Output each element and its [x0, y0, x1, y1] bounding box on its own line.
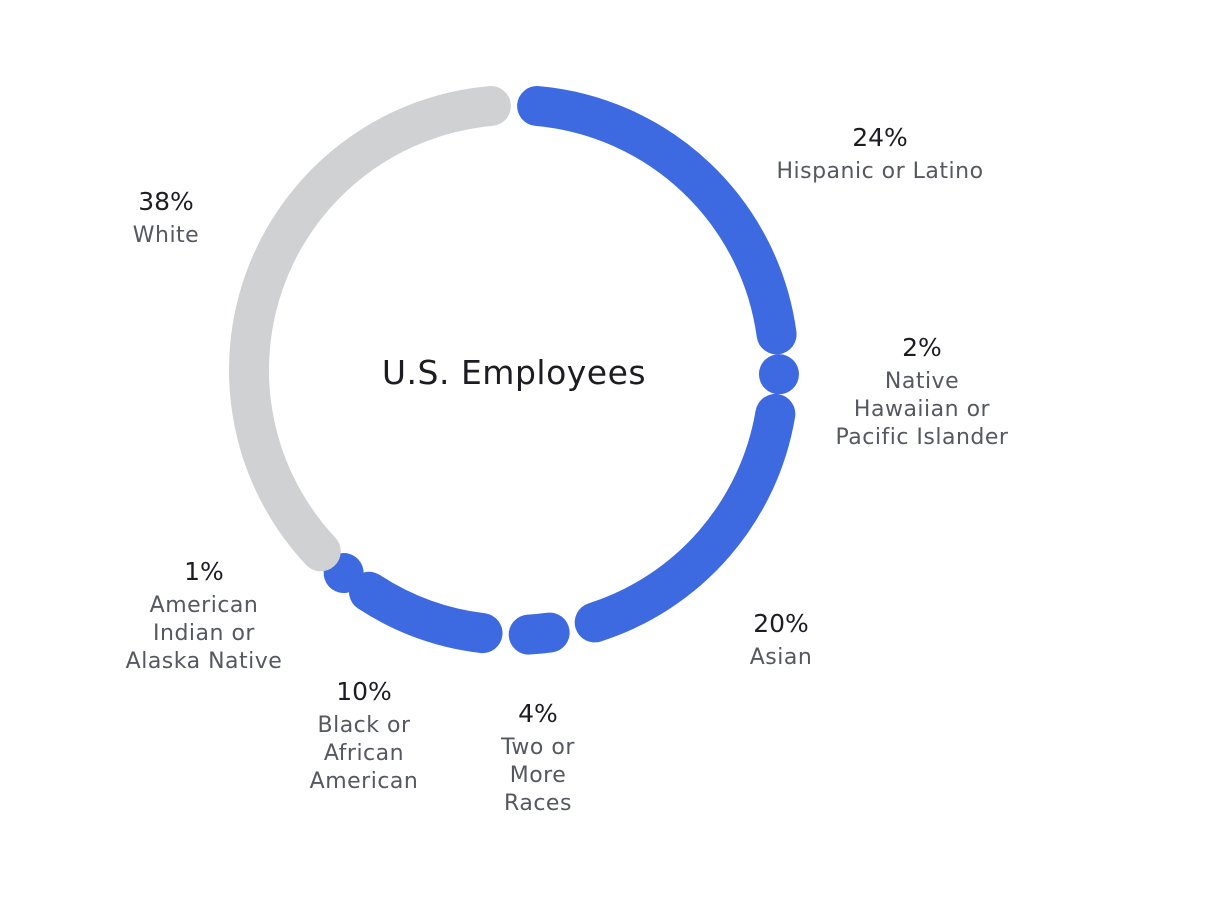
slice-category-label: White	[133, 223, 199, 248]
slice-category-label: Asian	[750, 645, 813, 670]
slice-label-two-or-more-races: 4% Two or More Races	[500, 699, 575, 816]
slice-category-label: American	[150, 593, 259, 618]
slice-category-label: Indian or	[153, 621, 255, 646]
slice-category-label: Native	[885, 369, 959, 394]
slice-category-label: Hawaiian or	[854, 397, 991, 422]
slice-label-american-indian-or-alaska-native: 1% American Indian or Alaska Native	[126, 557, 283, 674]
slice-percent: 4%	[518, 699, 558, 728]
slice-label-asian: 20% Asian	[750, 609, 813, 670]
donut-ring	[229, 86, 799, 655]
slice-category-label: Two or	[500, 735, 575, 760]
slice-two-or-more-races	[508, 612, 570, 655]
slice-asian	[574, 393, 796, 643]
slice-label-native-hawaiian-or-pacific-islander: 2% Native Hawaiian or Pacific Islander	[836, 333, 1009, 450]
slice-label-black-or-african-american: 10% Black or African American	[310, 677, 419, 794]
slice-category-label: Alaska Native	[126, 649, 283, 674]
slice-category-label: American	[310, 769, 419, 794]
slice-category-label: Hispanic or Latino	[776, 159, 983, 184]
slice-black-or-african-american	[348, 571, 503, 654]
slice-label-hispanic-or-latino: 24% Hispanic or Latino	[776, 123, 983, 184]
slice-percent: 2%	[902, 333, 942, 362]
slice-labels: 24% Hispanic or Latino 2% Native Hawaiian or…	[126, 123, 1009, 816]
slice-hispanic-or-latino	[517, 86, 797, 355]
slice-white	[229, 86, 511, 572]
slice-category-label: Black or	[317, 713, 410, 738]
slice-category-label: African	[324, 741, 404, 766]
slice-percent: 1%	[184, 557, 224, 586]
slice-percent: 38%	[138, 187, 194, 216]
slice-percent: 20%	[753, 609, 809, 638]
slice-label-white: 38% White	[133, 187, 199, 248]
chart-title: U.S. Employees	[382, 353, 646, 392]
slice-category-label: More	[510, 763, 567, 788]
slice-category-label: Races	[504, 791, 572, 816]
slice-category-label: Pacific Islander	[836, 425, 1009, 450]
slice-percent: 24%	[852, 123, 908, 152]
slice-percent: 10%	[336, 677, 392, 706]
